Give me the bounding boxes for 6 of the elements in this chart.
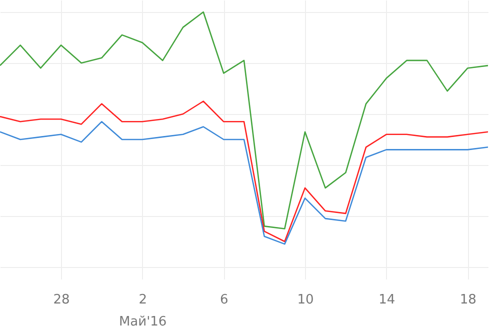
x-tick-label: 2 Май'16 [118,292,167,330]
x-tick-label: 18 [460,292,476,308]
x-tick-label: 10 [297,292,314,308]
x-tick-label: 6 [220,292,228,308]
x-tick-label: 14 [378,292,396,308]
x-tick-label: 28 [53,292,70,308]
